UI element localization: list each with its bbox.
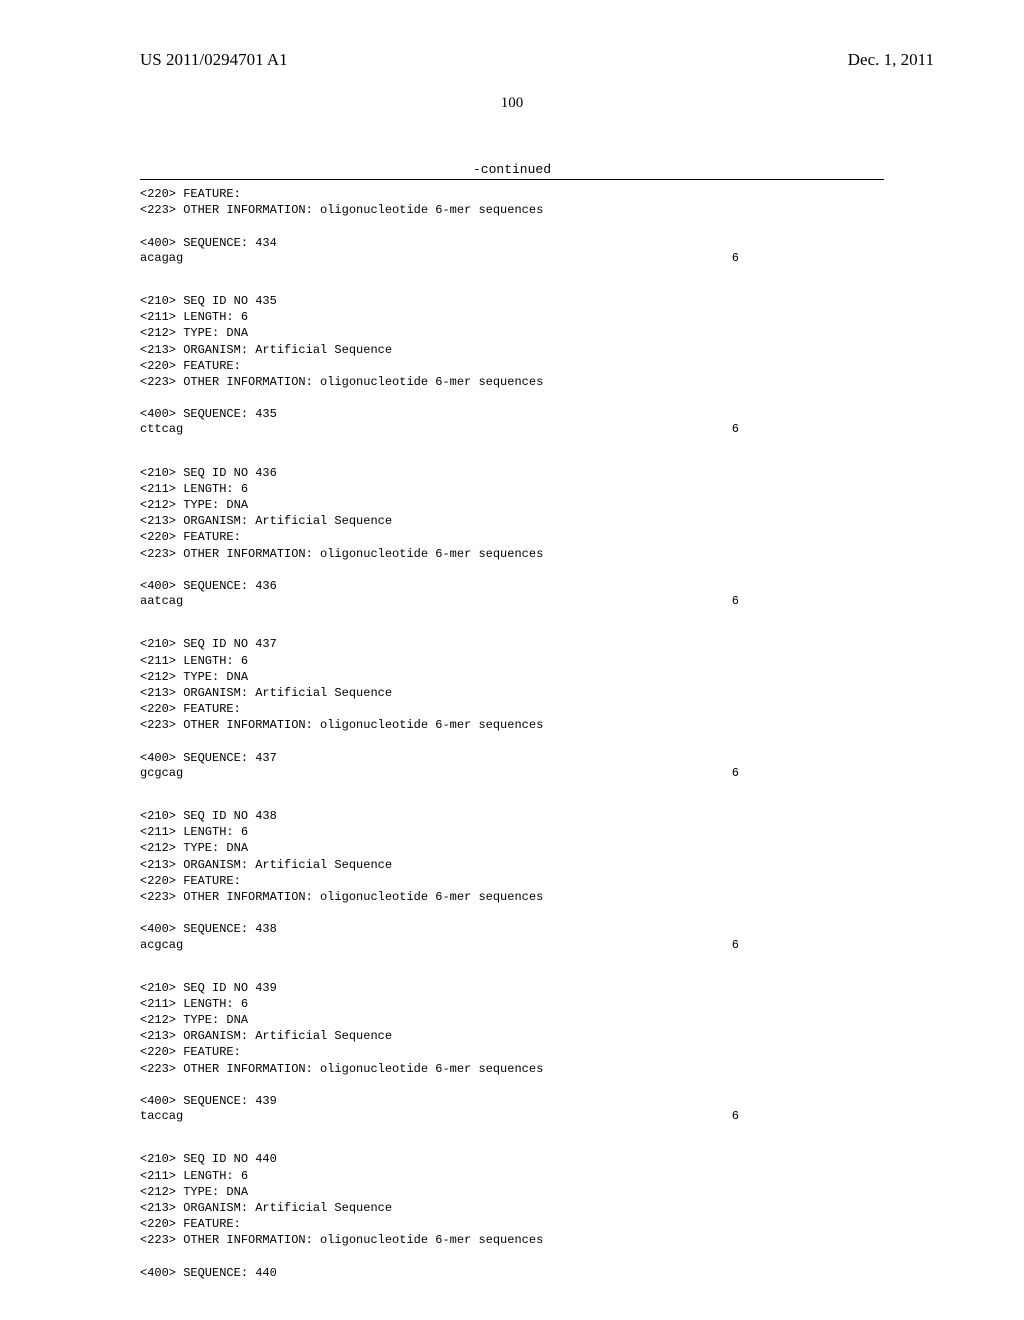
spacer — [0, 608, 1024, 630]
entry-block: <220> FEATURE: <223> OTHER INFORMATION: … — [0, 180, 1024, 251]
sequence-length: 6 — [732, 251, 739, 265]
sequence-row: aatcag 6 — [0, 594, 1024, 608]
sequence-row: acgcag 6 — [0, 938, 1024, 952]
sequence-row: cttcag 6 — [0, 422, 1024, 436]
spacer — [0, 436, 1024, 458]
sequence-length: 6 — [732, 938, 739, 952]
sequence-row: gcgcag 6 — [0, 766, 1024, 780]
sequence-length: 6 — [732, 422, 739, 436]
entry-block: <210> SEQ ID NO 437 <211> LENGTH: 6 <212… — [0, 630, 1024, 766]
page-header: US 2011/0294701 A1 Dec. 1, 2011 — [0, 0, 1024, 70]
publication-number: US 2011/0294701 A1 — [140, 50, 288, 70]
spacer — [0, 780, 1024, 802]
sequence-row: taccag 6 — [0, 1109, 1024, 1123]
entry-block: <210> SEQ ID NO 438 <211> LENGTH: 6 <212… — [0, 802, 1024, 938]
sequence-listing: <220> FEATURE: <223> OTHER INFORMATION: … — [0, 180, 1024, 1281]
publication-date: Dec. 1, 2011 — [848, 50, 934, 70]
spacer — [0, 1123, 1024, 1145]
sequence-row: acagag 6 — [0, 251, 1024, 265]
sequence-text: acgcag — [140, 938, 183, 952]
sequence-length: 6 — [732, 594, 739, 608]
sequence-text: gcgcag — [140, 766, 183, 780]
spacer — [0, 952, 1024, 974]
entry-block: <210> SEQ ID NO 439 <211> LENGTH: 6 <212… — [0, 974, 1024, 1110]
sequence-text: taccag — [140, 1109, 183, 1123]
sequence-text: cttcag — [140, 422, 183, 436]
spacer — [0, 265, 1024, 287]
entry-block: <210> SEQ ID NO 440 <211> LENGTH: 6 <212… — [0, 1145, 1024, 1281]
sequence-length: 6 — [732, 1109, 739, 1123]
continued-label: -continued — [0, 162, 1024, 177]
sequence-text: aatcag — [140, 594, 183, 608]
sequence-text: acagag — [140, 251, 183, 265]
entry-block: <210> SEQ ID NO 436 <211> LENGTH: 6 <212… — [0, 459, 1024, 595]
sequence-length: 6 — [732, 766, 739, 780]
page-number: 100 — [0, 95, 1024, 112]
entry-block: <210> SEQ ID NO 435 <211> LENGTH: 6 <212… — [0, 287, 1024, 423]
